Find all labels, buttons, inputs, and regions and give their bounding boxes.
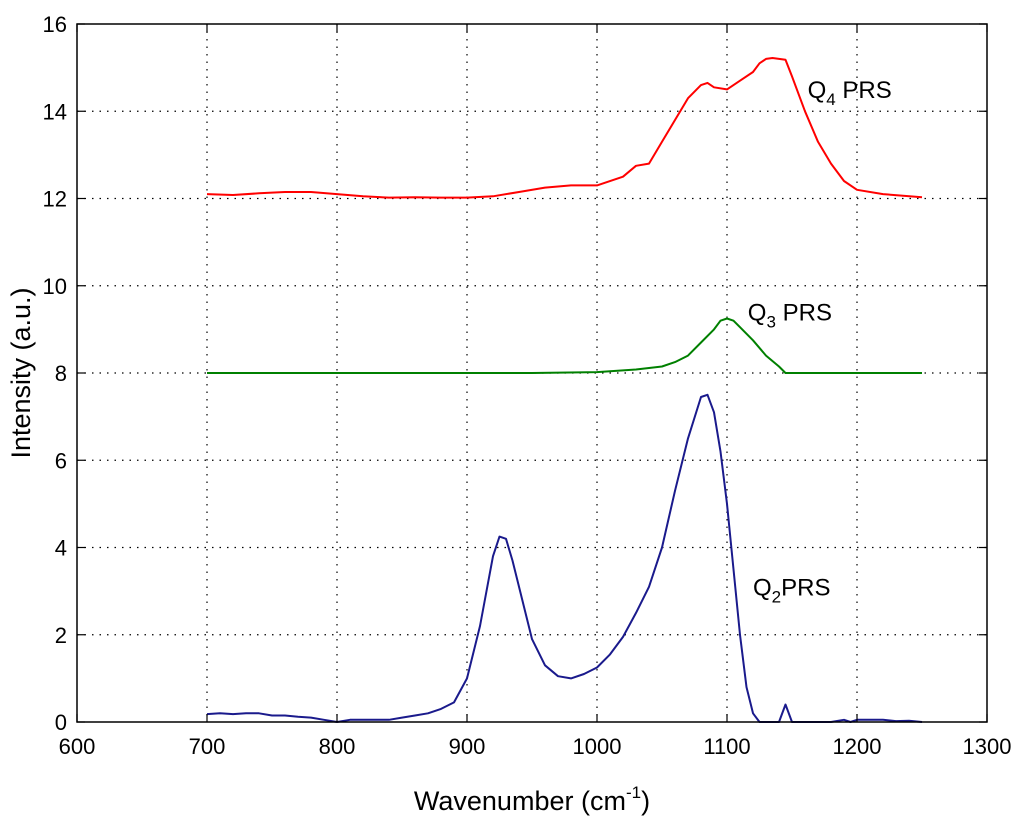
series-labels: Q4 PRS Q3 PRS Q2PRS — [748, 77, 892, 606]
series-label-2: Q2PRS — [753, 574, 831, 606]
x-tick-label: 1200 — [833, 734, 882, 759]
y-tick-label: 16 — [43, 12, 67, 37]
y-tick-label: 10 — [43, 274, 67, 299]
x-tick-label: 1100 — [703, 734, 750, 759]
series-line-0 — [206, 57, 923, 199]
series-line-1 — [207, 317, 922, 374]
y-tick-label: 14 — [43, 99, 67, 124]
y-tick-label: 12 — [43, 187, 67, 212]
x-tick-label: 1300 — [963, 734, 1012, 759]
x-tick-label: 700 — [189, 734, 226, 759]
y-tick-label: 6 — [55, 448, 67, 473]
series-line-2 — [206, 393, 923, 723]
y-tick-label: 4 — [55, 536, 67, 561]
y-axis-title: Intensity (a.u.) — [6, 287, 36, 458]
y-tick-label: 0 — [55, 710, 67, 735]
x-tick-label: 900 — [449, 734, 486, 759]
series-label-1: Q3 PRS — [748, 300, 832, 332]
x-axis-title: Wavenumber (cm-1) — [414, 783, 650, 816]
x-tick-label: 600 — [59, 734, 96, 759]
y-tick-label: 8 — [55, 361, 67, 386]
axis-ticks: 600 700 800 900 1000 1100 1200 1300 0 2 4 6 8 10 12 14 1… — [43, 12, 1012, 759]
series-lines — [206, 57, 923, 723]
x-tick-label: 1000 — [573, 734, 622, 759]
series-label-0: Q4 PRS — [808, 77, 892, 109]
x-tick-label: 800 — [319, 734, 356, 759]
y-tick-label: 2 — [55, 623, 67, 648]
